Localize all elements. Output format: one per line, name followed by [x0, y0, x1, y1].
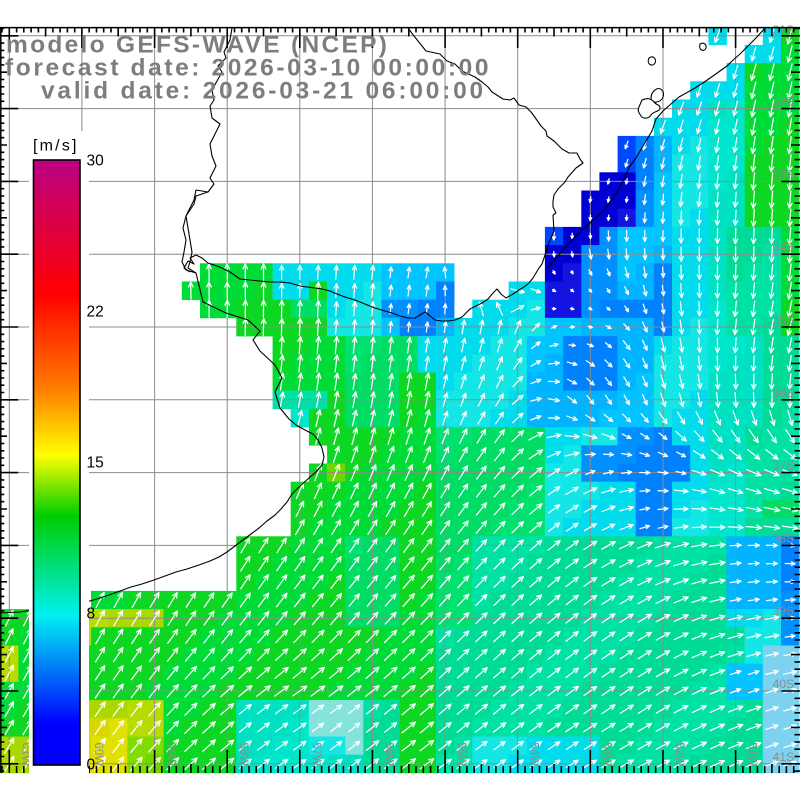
svg-text:31S: 31S	[773, 23, 794, 37]
svg-text:modelo GEFS-WAVE (NCEP): modelo GEFS-WAVE (NCEP)	[6, 32, 389, 59]
svg-text:22: 22	[87, 304, 104, 321]
svg-text:35S: 35S	[773, 313, 794, 327]
svg-text:[m/s]: [m/s]	[33, 138, 79, 155]
svg-text:39S: 39S	[773, 604, 794, 618]
svg-text:37S: 37S	[773, 459, 794, 473]
svg-text:59W: 59W	[165, 743, 177, 767]
svg-text:valid date: 2026-03-21 06:00:0: valid date: 2026-03-21 06:00:00	[41, 78, 486, 105]
svg-text:54W: 54W	[528, 743, 540, 767]
svg-text:33S: 33S	[773, 167, 794, 181]
svg-text:60W: 60W	[92, 743, 104, 767]
svg-text:55W: 55W	[455, 743, 467, 767]
svg-text:36S: 36S	[773, 386, 794, 400]
svg-text:0: 0	[87, 757, 96, 774]
svg-text:61W: 61W	[19, 743, 31, 767]
svg-text:56W: 56W	[382, 743, 394, 767]
svg-text:53W: 53W	[600, 743, 612, 767]
svg-text:41S: 41S	[773, 750, 794, 764]
svg-text:30: 30	[87, 153, 105, 170]
svg-text:15: 15	[87, 455, 104, 472]
svg-text:32S: 32S	[773, 95, 794, 109]
svg-text:52W: 52W	[673, 743, 685, 767]
svg-text:58W: 58W	[237, 743, 249, 767]
svg-text:57W: 57W	[310, 743, 322, 767]
svg-text:38S: 38S	[773, 531, 794, 545]
svg-text:51W: 51W	[746, 743, 758, 767]
svg-text:8: 8	[87, 606, 96, 623]
svg-text:40S: 40S	[773, 677, 794, 691]
svg-text:forecast date: 2026-03-10 00:0: forecast date: 2026-03-10 00:00:00	[5, 55, 491, 82]
svg-text:34S: 34S	[773, 240, 794, 254]
